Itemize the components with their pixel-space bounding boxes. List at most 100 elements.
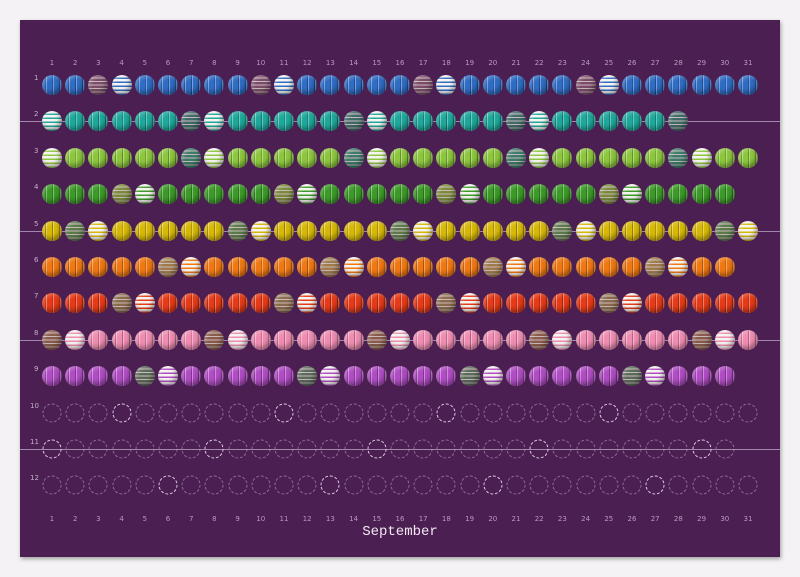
day-bead[interactable] (598, 147, 619, 168)
day-bead-saturday[interactable] (42, 329, 62, 350)
day-bead[interactable] (390, 111, 410, 132)
day-bead[interactable] (274, 329, 294, 350)
day-slot[interactable] (135, 475, 155, 495)
day-bead-sunday[interactable] (645, 366, 666, 387)
day-slot[interactable] (344, 475, 364, 495)
day-slot[interactable] (506, 475, 526, 495)
day-slot[interactable] (413, 475, 433, 495)
day-bead[interactable] (413, 257, 434, 277)
day-slot[interactable] (228, 475, 248, 495)
day-bead[interactable] (158, 329, 178, 350)
day-bead[interactable] (390, 75, 410, 95)
day-bead-saturday[interactable] (134, 366, 155, 387)
day-bead[interactable] (42, 257, 62, 277)
day-bead[interactable] (134, 75, 155, 95)
day-bead-sunday[interactable] (42, 147, 62, 168)
day-bead-saturday[interactable] (575, 75, 596, 95)
day-bead[interactable] (482, 293, 503, 314)
day-slot-sunday[interactable] (42, 439, 62, 459)
day-slot[interactable] (599, 439, 619, 459)
day-bead[interactable] (134, 220, 155, 241)
day-bead[interactable] (714, 293, 735, 314)
day-bead[interactable] (65, 75, 86, 95)
day-bead[interactable] (529, 220, 550, 241)
day-bead[interactable] (390, 184, 410, 205)
day-bead-sunday[interactable] (459, 184, 480, 205)
day-bead[interactable] (436, 111, 457, 132)
day-bead-saturday[interactable] (645, 257, 666, 277)
day-bead-sunday[interactable] (250, 220, 271, 241)
day-slot[interactable] (436, 475, 456, 495)
day-bead[interactable] (88, 329, 109, 350)
day-bead-sunday[interactable] (529, 111, 550, 132)
day-slot[interactable] (692, 475, 712, 495)
day-bead[interactable] (413, 184, 434, 205)
day-bead-saturday[interactable] (598, 293, 619, 314)
day-bead[interactable] (459, 329, 480, 350)
day-bead[interactable] (88, 184, 109, 205)
day-bead[interactable] (552, 147, 573, 168)
day-bead[interactable] (529, 184, 550, 205)
day-bead-sunday[interactable] (274, 75, 294, 95)
day-slot[interactable] (181, 475, 201, 495)
day-bead[interactable] (598, 111, 619, 132)
day-slot[interactable] (112, 475, 132, 495)
day-slot[interactable] (622, 439, 642, 459)
day-slot[interactable] (692, 403, 712, 423)
day-bead[interactable] (111, 257, 132, 277)
day-bead[interactable] (436, 329, 457, 350)
day-bead[interactable] (668, 75, 689, 95)
day-bead-saturday[interactable] (158, 257, 178, 277)
day-bead[interactable] (158, 147, 178, 168)
day-bead[interactable] (645, 75, 666, 95)
day-bead-sunday[interactable] (134, 293, 155, 314)
day-bead-sunday[interactable] (297, 184, 318, 205)
day-bead-saturday[interactable] (529, 329, 550, 350)
day-bead-saturday[interactable] (436, 184, 457, 205)
day-slot-sunday[interactable] (274, 403, 294, 423)
day-bead-sunday[interactable] (343, 257, 364, 277)
day-bead[interactable] (645, 147, 666, 168)
day-bead-sunday[interactable] (204, 147, 225, 168)
day-slot[interactable] (645, 439, 665, 459)
day-bead[interactable] (575, 293, 596, 314)
day-slot[interactable] (42, 403, 62, 423)
day-bead[interactable] (459, 75, 480, 95)
day-bead[interactable] (181, 329, 202, 350)
day-bead[interactable] (42, 293, 62, 314)
day-bead[interactable] (158, 111, 178, 132)
day-bead[interactable] (366, 75, 387, 95)
day-bead[interactable] (320, 147, 341, 168)
day-bead[interactable] (366, 257, 387, 277)
day-bead[interactable] (65, 184, 86, 205)
day-slot-sunday[interactable] (599, 403, 619, 423)
day-slot[interactable] (297, 439, 317, 459)
day-bead[interactable] (343, 184, 364, 205)
day-bead-sunday[interactable] (227, 329, 248, 350)
day-slot[interactable] (274, 439, 294, 459)
day-bead-saturday[interactable] (274, 293, 294, 314)
day-slot[interactable] (204, 403, 224, 423)
day-bead[interactable] (506, 329, 526, 350)
day-bead-saturday[interactable] (413, 75, 434, 95)
day-bead[interactable] (390, 147, 410, 168)
day-bead[interactable] (390, 366, 410, 387)
day-bead-sunday[interactable] (390, 329, 410, 350)
day-bead[interactable] (88, 293, 109, 314)
day-slot[interactable] (599, 475, 619, 495)
day-bead[interactable] (575, 111, 596, 132)
day-bead[interactable] (552, 366, 573, 387)
day-bead[interactable] (668, 293, 689, 314)
day-slot[interactable] (390, 403, 410, 423)
day-bead-sunday[interactable] (668, 257, 689, 277)
day-bead[interactable] (158, 220, 178, 241)
day-bead[interactable] (274, 366, 294, 387)
day-slot[interactable] (738, 475, 758, 495)
day-bead[interactable] (714, 184, 735, 205)
day-bead[interactable] (506, 293, 526, 314)
day-bead-saturday[interactable] (691, 329, 712, 350)
day-bead-saturday[interactable] (204, 329, 225, 350)
day-slot[interactable] (668, 475, 688, 495)
day-slot[interactable] (135, 403, 155, 423)
day-bead-saturday[interactable] (320, 257, 341, 277)
